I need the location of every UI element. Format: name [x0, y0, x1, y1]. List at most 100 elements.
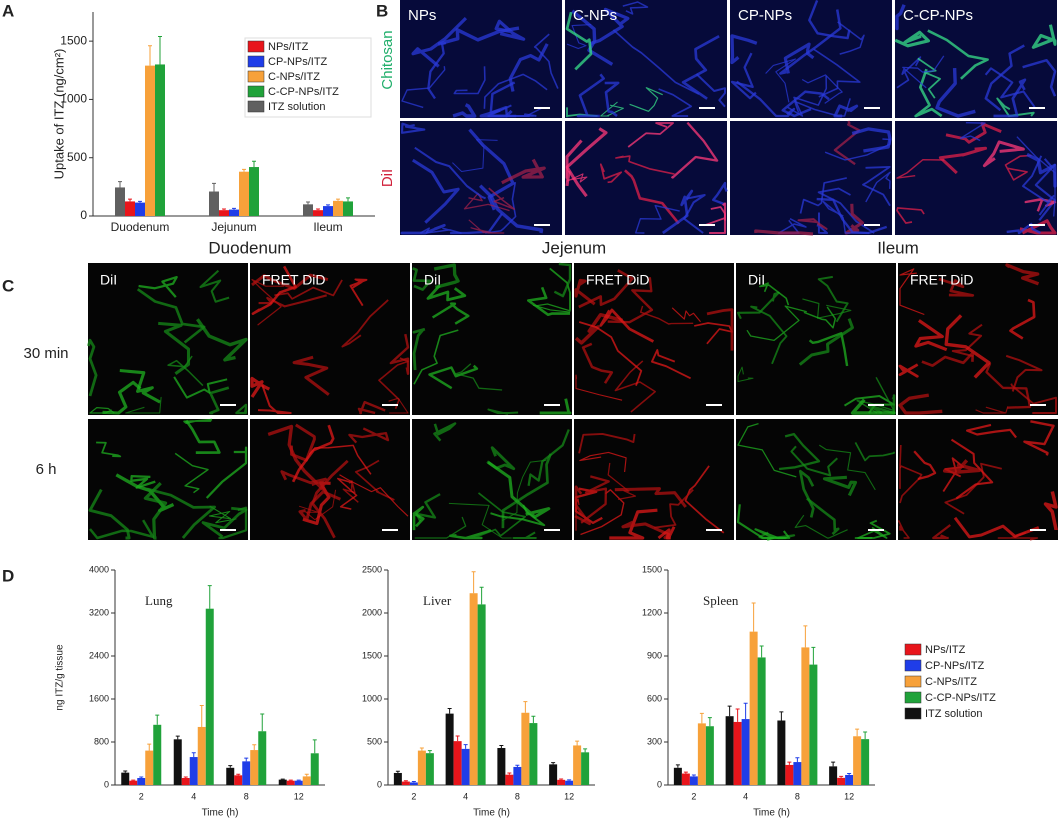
- tissue-texture: [527, 286, 570, 316]
- bar: [741, 719, 750, 785]
- tissue-texture: [896, 207, 925, 224]
- tissue-texture: [167, 355, 204, 387]
- tissue-texture: [412, 267, 432, 291]
- tissue-texture: [311, 459, 349, 539]
- bar: [801, 647, 810, 785]
- error-bar: [787, 761, 792, 765]
- tissue-texture: [414, 516, 467, 539]
- tissue-texture: [712, 181, 728, 206]
- legend-swatch: [904, 643, 922, 656]
- tissue-texture: [624, 169, 680, 225]
- x-tick-label: 2: [411, 791, 416, 801]
- error-bar: [346, 197, 350, 202]
- legend-swatch: [247, 55, 265, 68]
- tissue-texture: [950, 438, 994, 500]
- tissue-texture: [483, 73, 548, 109]
- bar: [673, 767, 682, 785]
- tissue-texture: [813, 48, 861, 98]
- tissue-texture: [607, 462, 637, 501]
- tissue-texture: [816, 197, 888, 235]
- tissue-texture: [507, 107, 542, 117]
- bar: [793, 762, 802, 785]
- error-bar: [691, 774, 696, 777]
- tissue-texture: [341, 299, 389, 348]
- tissue-texture: [401, 66, 446, 109]
- legend-swatch: [904, 707, 922, 720]
- tissue-texture: [902, 55, 945, 89]
- bar: [234, 775, 243, 785]
- tissue-texture: [833, 120, 861, 166]
- error-bar: [795, 757, 800, 763]
- tissue-texture: [896, 56, 922, 89]
- tissue-texture: [797, 218, 828, 230]
- tissue-texture: [337, 477, 358, 510]
- legend-label: CP-NPs/ITZ: [925, 660, 985, 672]
- tissue-texture: [146, 487, 216, 539]
- panel-letter: A: [2, 1, 14, 20]
- micrograph: [736, 263, 896, 415]
- tissue-texture: [808, 331, 849, 367]
- region-label: Ileum: [877, 238, 919, 257]
- bar: [417, 750, 426, 785]
- error-bar: [699, 712, 704, 724]
- tissue-texture: [844, 203, 864, 235]
- bar: [153, 724, 162, 785]
- error-bar: [811, 646, 816, 665]
- error-bar: [175, 735, 180, 740]
- tissue-texture: [862, 165, 891, 207]
- error-bar: [123, 770, 128, 773]
- tissue-texture: [790, 445, 838, 477]
- error-bar: [855, 728, 860, 737]
- error-bar: [447, 707, 452, 714]
- tissue-texture: [1005, 354, 1043, 392]
- tissue-texture: [433, 422, 457, 442]
- bar: [343, 201, 353, 216]
- tissue-texture: [657, 526, 676, 540]
- tissue-texture: [119, 368, 161, 404]
- y-tick-label: 2500: [362, 564, 382, 574]
- tissue-texture: [935, 68, 976, 118]
- tissue-texture: [580, 489, 625, 536]
- tissue-texture: [938, 146, 988, 175]
- error-bar: [559, 778, 564, 780]
- y-axis-label: ng ITZ/g tissue: [55, 644, 66, 711]
- tissue-texture: [854, 441, 895, 462]
- tissue-texture: [837, 21, 865, 55]
- error-bar: [515, 764, 520, 767]
- tissue-texture: [944, 314, 991, 379]
- bar: [129, 780, 138, 785]
- legend-label: C-CP-NPs/ITZ: [925, 692, 996, 704]
- tissue-texture: [783, 42, 815, 74]
- tissue-texture: [453, 66, 486, 95]
- y-tick-label: 500: [67, 150, 87, 164]
- tissue-texture: [794, 514, 848, 539]
- legend-label: C-CP-NPs/ITZ: [268, 86, 339, 98]
- tissue-texture: [604, 81, 620, 118]
- tissue-texture: [452, 103, 477, 118]
- x-tick-label: 2: [691, 791, 696, 801]
- bar: [581, 752, 590, 785]
- tissue-texture: [704, 206, 726, 227]
- y-tick-label: 0: [377, 779, 382, 789]
- error-bar: [260, 713, 265, 732]
- tissue-texture: [158, 321, 191, 376]
- column-label: FRET DiD: [586, 272, 650, 288]
- tissue-texture: [235, 403, 248, 415]
- tissue-texture: [413, 329, 459, 385]
- y-tick-label: 0: [80, 208, 87, 222]
- tissue-texture: [1004, 154, 1032, 181]
- tissue-texture: [801, 74, 843, 104]
- bar: [286, 780, 295, 785]
- tissue-texture: [639, 305, 694, 325]
- bar: [303, 204, 313, 216]
- error-bar: [403, 780, 408, 782]
- bar: [513, 766, 522, 785]
- error-bar: [232, 207, 236, 210]
- tissue-texture: [571, 9, 614, 66]
- tissue-texture: [1010, 383, 1057, 414]
- tissue-texture: [125, 396, 162, 414]
- tissue-texture: [996, 97, 1035, 117]
- tissue-texture: [575, 374, 623, 401]
- tissue-texture: [599, 308, 655, 343]
- tissue-texture: [485, 181, 517, 234]
